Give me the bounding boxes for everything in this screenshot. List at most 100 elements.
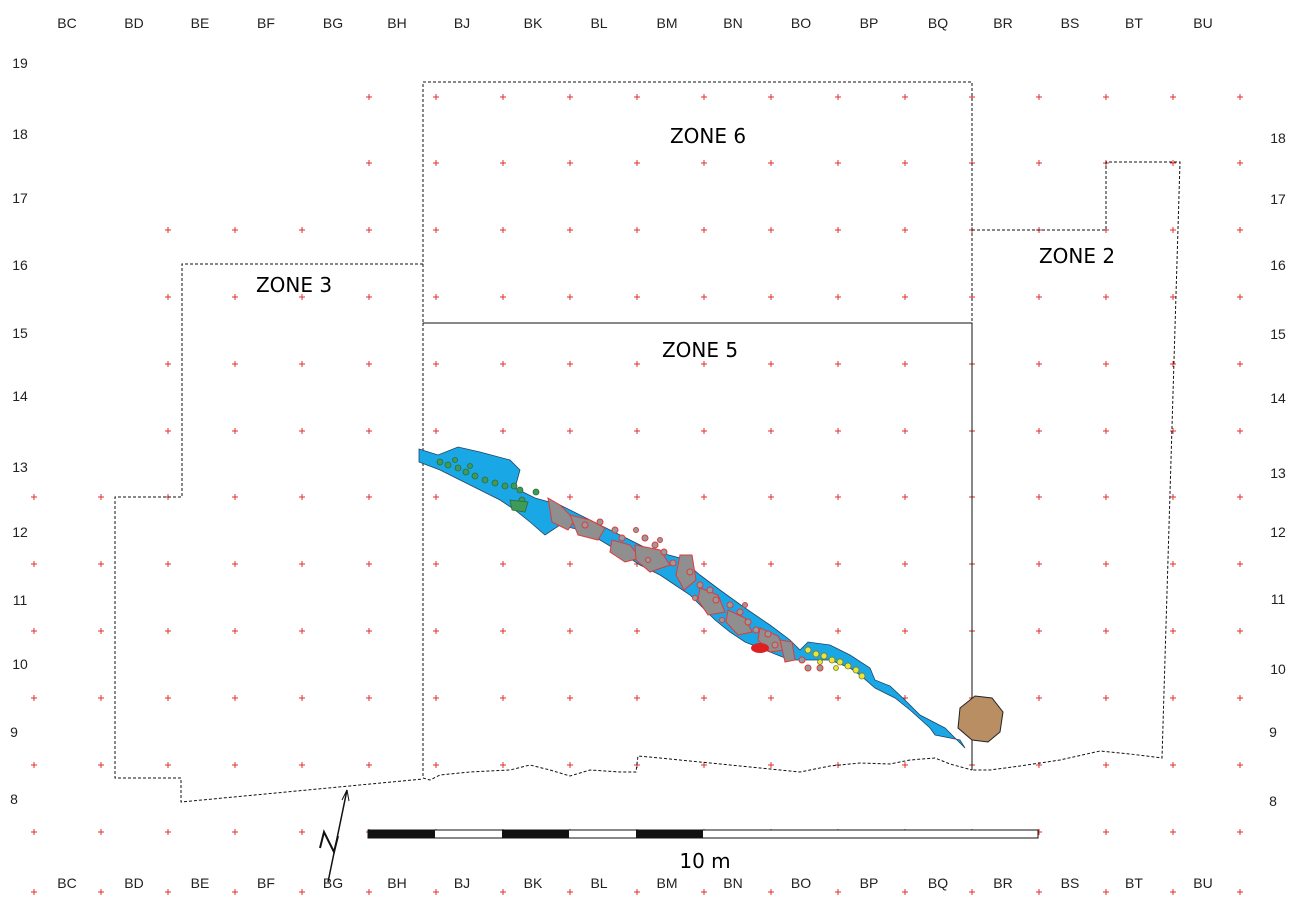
- grid-cross: [835, 94, 841, 100]
- grid-cross: [902, 494, 908, 500]
- grid-cross: [567, 494, 573, 500]
- grid-cross: [433, 428, 439, 434]
- zone-3-label: ZONE 3: [256, 273, 332, 297]
- grid-cross: [902, 762, 908, 768]
- col-label-top: BT: [1125, 15, 1143, 31]
- row-labels-right: 18 17 16 15 14 13 12 11 10 9 8: [1269, 130, 1286, 809]
- grid-cross: [299, 829, 305, 835]
- grid-cross: [299, 428, 305, 434]
- grid-cross: [299, 695, 305, 701]
- grid-cross: [634, 361, 640, 367]
- grid-cross: [902, 561, 908, 567]
- zone-2-boundary: [972, 161, 1181, 771]
- grid-cross: [768, 361, 774, 367]
- column-labels-top: BC BD BE BF BG BH BJ BK BL BM BN BO BP B…: [57, 15, 1212, 31]
- grid-cross: [433, 762, 439, 768]
- grid-cross: [232, 889, 238, 895]
- grid-cross: [31, 889, 37, 895]
- grid-cross: [500, 762, 506, 768]
- grid-cross: [299, 294, 305, 300]
- grid-cross: [902, 294, 908, 300]
- grid-cross: [500, 160, 506, 166]
- grid-cross: [768, 294, 774, 300]
- grid-cross: [500, 94, 506, 100]
- row-label-left: 18: [12, 126, 28, 142]
- col-label-bottom: BS: [1061, 875, 1080, 891]
- grid-cross: [299, 561, 305, 567]
- col-label-top: BK: [524, 15, 543, 31]
- red-burnt-patch: [751, 643, 769, 653]
- grid-cross: [98, 561, 104, 567]
- grid-cross: [366, 695, 372, 701]
- grid-cross: [634, 227, 640, 233]
- col-label-top: BO: [791, 15, 811, 31]
- grid-cross: [433, 695, 439, 701]
- row-label-left: 10: [12, 656, 28, 672]
- grid-cross: [1237, 160, 1243, 166]
- grid-cross: [31, 494, 37, 500]
- grid-cross: [1170, 494, 1176, 500]
- grid-cross: [1170, 361, 1176, 367]
- column-labels-bottom: BC BD BE BF BG BH BJ BK BL BM BN BO BP B…: [57, 875, 1212, 891]
- row-label-left: 14: [12, 388, 28, 404]
- grid-cross: [701, 428, 707, 434]
- grid-cross: [500, 227, 506, 233]
- grid-cross: [1036, 160, 1042, 166]
- grid-cross: [1036, 294, 1042, 300]
- row-label-left: 15: [12, 325, 28, 341]
- grid-cross: [366, 889, 372, 895]
- row-label-right: 16: [1270, 257, 1286, 273]
- grid-cross: [634, 294, 640, 300]
- grid-cross: [232, 628, 238, 634]
- north-arrow-icon: [319, 789, 350, 883]
- col-label-bottom: BO: [791, 875, 811, 891]
- row-label-left: 12: [12, 524, 28, 540]
- col-label-bottom: BG: [323, 875, 343, 891]
- row-label-right: 12: [1270, 524, 1286, 540]
- grid-cross: [835, 294, 841, 300]
- grid-cross: [1237, 94, 1243, 100]
- zone-boundaries: [114, 81, 1181, 803]
- grid-cross: [835, 428, 841, 434]
- col-label-top: BL: [590, 15, 607, 31]
- grid-cross: [768, 762, 774, 768]
- stone-fragments: [581, 518, 824, 672]
- col-label-top: BN: [723, 15, 742, 31]
- grid-cross: [165, 889, 171, 895]
- grid-cross: [1237, 428, 1243, 434]
- grid-cross: [768, 428, 774, 434]
- grid-cross: [165, 695, 171, 701]
- grid-cross: [567, 94, 573, 100]
- grid-cross: [634, 889, 640, 895]
- grid-cross: [299, 227, 305, 233]
- grid-cross: [1036, 428, 1042, 434]
- grid-cross: [835, 889, 841, 895]
- grid-cross: [500, 561, 506, 567]
- row-label-left: 11: [13, 592, 28, 608]
- col-label-bottom: BT: [1125, 875, 1143, 891]
- grid-cross: [232, 227, 238, 233]
- stone-cluster: [725, 609, 753, 636]
- col-label-top: BR: [993, 15, 1012, 31]
- col-label-top: BU: [1193, 15, 1212, 31]
- grid-cross: [500, 889, 506, 895]
- grid-cross: [98, 494, 104, 500]
- grid-cross: [634, 494, 640, 500]
- grid-cross: [31, 829, 37, 835]
- grid-cross: [567, 695, 573, 701]
- col-label-bottom: BE: [191, 875, 210, 891]
- grid-cross: [835, 561, 841, 567]
- grid-cross: [500, 361, 506, 367]
- grid-cross: [232, 428, 238, 434]
- grid-cross: [768, 561, 774, 567]
- grid-cross: [1170, 160, 1176, 166]
- grid-cross: [1036, 94, 1042, 100]
- grid-cross: [232, 361, 238, 367]
- col-label-top: BS: [1061, 15, 1080, 31]
- grid-cross: [1170, 294, 1176, 300]
- col-label-bottom: BJ: [454, 875, 470, 891]
- row-label-right: 17: [1270, 191, 1286, 207]
- grid-cross: [567, 889, 573, 895]
- grid-cross: [500, 294, 506, 300]
- row-label-right: 8: [1269, 793, 1277, 809]
